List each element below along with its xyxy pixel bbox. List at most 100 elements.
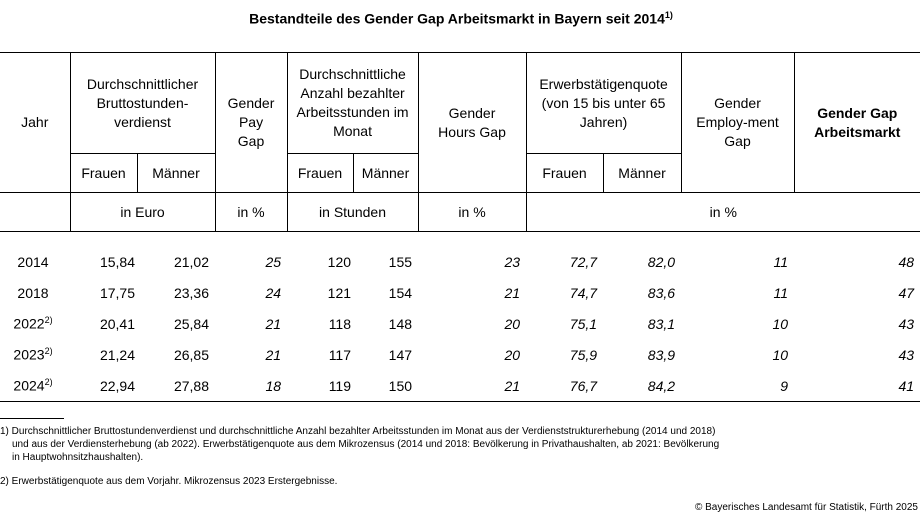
header-stunden-maenner: Männer bbox=[352, 153, 419, 193]
cell-hours-gap: 23 bbox=[504, 253, 521, 270]
cell-quote-frauen: 75,1 bbox=[569, 315, 598, 332]
cell-brutto-maenner: 21,02 bbox=[173, 253, 210, 270]
cell-stunden-frauen: 117 bbox=[328, 346, 352, 363]
header-employment-gap-label: Gender Employ-ment Gap bbox=[696, 95, 779, 149]
header-erwerbstaetigenquote: Erwerbstätigenquote (von 15 bis unter 65… bbox=[525, 52, 682, 154]
cell-jahr: 20242) bbox=[0, 370, 70, 402]
header-gender-gap-arbeitsmarkt: Gender Gap Arbeitsmarkt bbox=[793, 52, 921, 193]
cell-employment-gap: 11 bbox=[773, 284, 789, 301]
cell-quote-maenner: 83,1 bbox=[647, 315, 676, 332]
cell-stunden-maenner: 155 bbox=[388, 253, 413, 270]
year-footnote-marker: 2) bbox=[44, 377, 53, 388]
footnote-1-line-2: und aus der Verdiensterhebung (ab 2022).… bbox=[12, 439, 720, 450]
table-body: 2014 15,84 21,02 25 120 155 23 72,7 82,0 11 48 2018… bbox=[0, 246, 921, 402]
cell-pay-gap: 18 bbox=[215, 370, 288, 402]
header-bruttostundenverdienst: Durchschnittlicher Bruttostunden-verdien… bbox=[69, 52, 216, 154]
cell-quote-maenner: 84,2 bbox=[603, 370, 682, 402]
header-brutto-label: Durchschnittlicher Bruttostunden-verdien… bbox=[86, 75, 199, 130]
footnote-2: 2) Erwerbstätigenquote aus dem Vorjahr. … bbox=[0, 476, 338, 487]
copyright-credit: © Bayerisches Landesamt für Statistik, F… bbox=[694, 502, 918, 513]
cell-stunden-maenner: 147 bbox=[388, 346, 413, 363]
unit-stunden: in Stunden bbox=[286, 192, 419, 232]
table-row: 2014 15,84 21,02 25 120 155 23 72,7 82,0 11 48 bbox=[0, 246, 920, 277]
cell-stunden-frauen: 119 bbox=[287, 370, 354, 402]
cell-stunden-maenner: 150 bbox=[353, 370, 419, 402]
cell-brutto-maenner: 26,85 bbox=[173, 346, 210, 363]
cell-quote-frauen: 75,9 bbox=[569, 346, 598, 363]
footnote-1: 1) Durchschnittlicher Bruttostundenverdi… bbox=[0, 425, 900, 464]
footnote-1-line-1: 1) Durchschnittlicher Bruttostundenverdi… bbox=[0, 426, 716, 437]
year-value: 2024 bbox=[13, 377, 45, 394]
table-row: 20242) 22,94 27,88 18 119 150 21 76,7 84,2 9 41 bbox=[0, 370, 921, 402]
cell-hours-gap: 21 bbox=[504, 284, 521, 301]
cell-stunden-frauen: 121 bbox=[327, 284, 352, 301]
cell-quote-maenner: 82,0 bbox=[647, 253, 676, 270]
cell-pay-gap: 21 bbox=[265, 315, 282, 332]
table-title: Bestandteile des Gender Gap Arbeitsmarkt… bbox=[0, 10, 922, 27]
cell-jahr: 2014 bbox=[0, 246, 70, 277]
cell-brutto-maenner: 25,84 bbox=[173, 315, 210, 332]
cell-employment-gap: 9 bbox=[681, 370, 795, 402]
cell-brutto-maenner: 27,88 bbox=[137, 370, 216, 402]
unit-quote-percent: in % bbox=[525, 192, 921, 232]
cell-jahr: 20222) bbox=[0, 308, 70, 339]
gender-gap-table: Jahr Durchschnittlicher Bruttostunden-ve… bbox=[0, 52, 921, 402]
cell-brutto-frauen: 22,94 bbox=[70, 370, 137, 402]
header-quote-frauen: Frauen bbox=[525, 153, 604, 193]
cell-quote-maenner: 83,9 bbox=[647, 346, 676, 363]
table-row: 2018 17,75 23,36 24 121 154 21 74,7 83,6 11 47 bbox=[0, 277, 920, 308]
cell-quote-maenner: 83,6 bbox=[647, 284, 676, 301]
header-arbeitsstunden: Durchschnittliche Anzahl bezahlter Arbei… bbox=[286, 52, 419, 154]
year-value: 2018 bbox=[17, 284, 49, 301]
cell-hours-gap: 20 bbox=[504, 315, 521, 332]
title-footnote-marker: 1) bbox=[664, 10, 673, 20]
unit-hours-gap-percent: in % bbox=[417, 192, 527, 232]
header-brutto-maenner: Männer bbox=[136, 153, 216, 193]
cell-jahr: 2018 bbox=[0, 277, 70, 308]
cell-jahr: 20232) bbox=[0, 339, 70, 370]
table-row: 20232) 21,24 26,85 21 117 147 20 75,9 83,9 10 43 bbox=[0, 339, 920, 370]
header-quote-maenner: Männer bbox=[602, 153, 682, 193]
cell-employment-gap: 11 bbox=[773, 253, 789, 270]
header-stunden-frauen: Frauen bbox=[286, 153, 354, 193]
title-text: Bestandteile des Gender Gap Arbeitsmarkt… bbox=[249, 10, 665, 27]
table-row: 20222) 20,41 25,84 21 118 148 20 75,1 83,1 10 43 bbox=[0, 308, 920, 339]
year-footnote-marker: 2) bbox=[44, 346, 53, 357]
cell-quote-frauen: 76,7 bbox=[526, 370, 604, 402]
footnote-divider bbox=[0, 418, 64, 419]
header-gender-pay-gap: Gender Pay Gap bbox=[214, 52, 288, 193]
header-brutto-frauen: Frauen bbox=[69, 153, 137, 193]
unit-euro: in Euro bbox=[69, 192, 216, 232]
cell-employment-gap: 10 bbox=[772, 346, 789, 363]
header-stunden-label: Durchschnittliche Anzahl bezahlter Arbei… bbox=[296, 66, 409, 139]
cell-gender-gap: 43 bbox=[898, 315, 915, 332]
unit-pay-gap-percent: in % bbox=[214, 192, 288, 232]
cell-pay-gap: 24 bbox=[265, 284, 282, 301]
header-gap-arbeitsmarkt-label: Gender Gap Arbeitsmarkt bbox=[814, 104, 901, 140]
header-gender-hours-gap: Gender Hours Gap bbox=[417, 52, 527, 193]
footnote-1-line-3: in Hauptwohnsitzhaushalten). bbox=[12, 452, 144, 463]
cell-hours-gap: 21 bbox=[418, 370, 527, 402]
cell-stunden-frauen: 118 bbox=[328, 315, 352, 332]
header-jahr: Jahr bbox=[0, 52, 70, 193]
cell-stunden-frauen: 120 bbox=[327, 253, 352, 270]
cell-brutto-maenner: 23,36 bbox=[173, 284, 210, 301]
row-spacer bbox=[0, 232, 920, 247]
cell-quote-frauen: 74,7 bbox=[569, 284, 598, 301]
cell-gender-gap: 48 bbox=[898, 253, 915, 270]
cell-hours-gap: 20 bbox=[504, 346, 521, 363]
header-quote-label: Erwerbstätigenquote (von 15 bis unter 65… bbox=[539, 75, 668, 130]
year-footnote-marker: 2) bbox=[44, 315, 53, 326]
cell-brutto-frauen: 20,41 bbox=[99, 315, 135, 332]
year-value: 2023 bbox=[13, 346, 45, 363]
cell-stunden-maenner: 154 bbox=[388, 284, 413, 301]
cell-gender-gap: 47 bbox=[898, 284, 915, 301]
header-hours-gap-label: Gender Hours Gap bbox=[438, 104, 506, 140]
header-gender-employment-gap: Gender Employ-ment Gap bbox=[680, 52, 795, 193]
cell-gender-gap: 43 bbox=[898, 346, 915, 363]
cell-employment-gap: 10 bbox=[772, 315, 789, 332]
cell-gender-gap: 41 bbox=[794, 370, 921, 402]
cell-brutto-frauen: 21,24 bbox=[99, 346, 135, 363]
cell-pay-gap: 25 bbox=[265, 253, 282, 270]
cell-pay-gap: 21 bbox=[265, 346, 282, 363]
